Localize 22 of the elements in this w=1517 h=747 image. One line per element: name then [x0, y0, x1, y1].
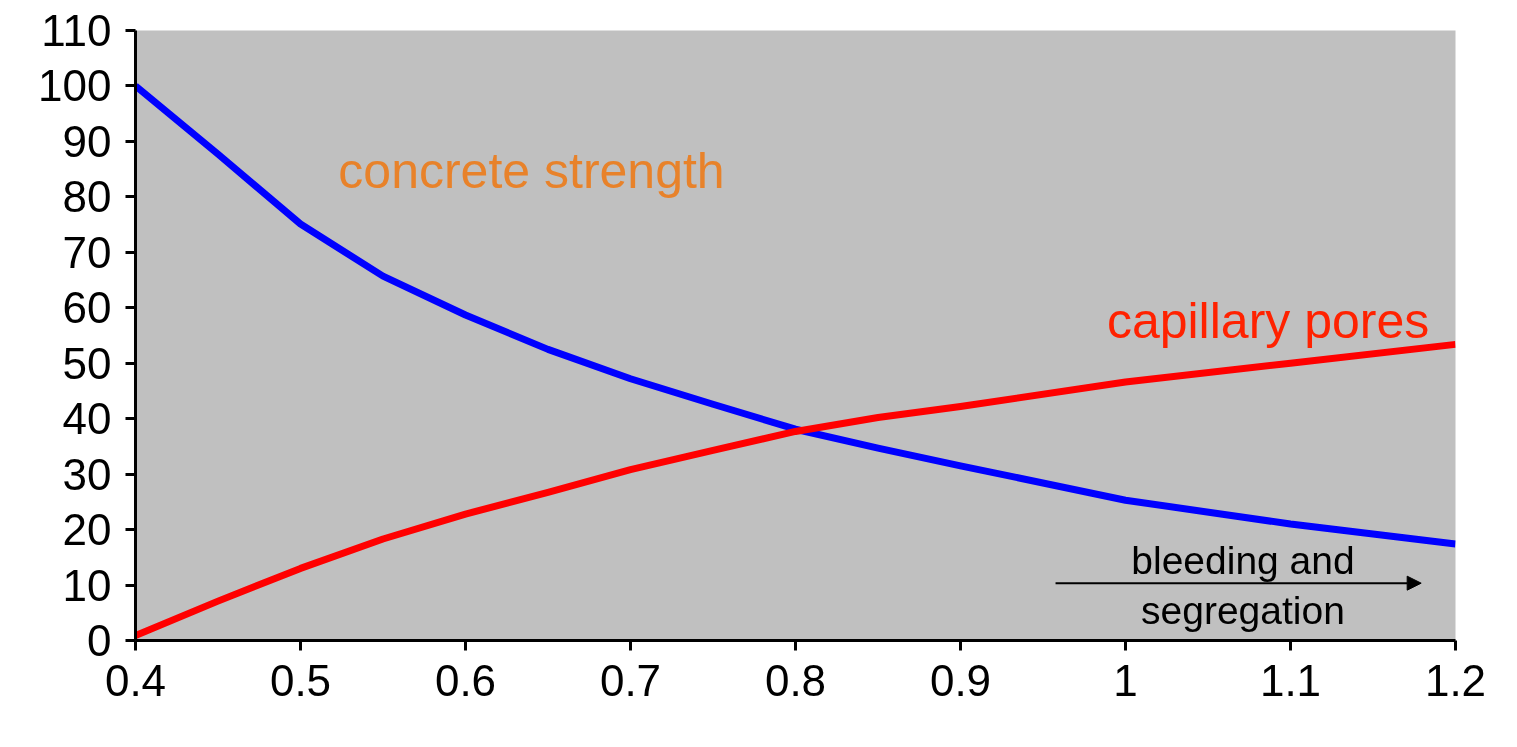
- x-tick-label: 0.8: [764, 655, 827, 705]
- x-tick-label: 1.2: [1424, 655, 1487, 705]
- y-tick-label: 100: [38, 61, 112, 111]
- x-tick-label: 1.1: [1259, 655, 1322, 705]
- y-tick-label: 80: [62, 172, 112, 222]
- x-tick-label: 0.6: [434, 655, 497, 705]
- y-tick-label: 40: [62, 394, 112, 444]
- y-tick-label: 20: [62, 505, 112, 555]
- x-tick-label: 0.7: [599, 655, 662, 705]
- y-tick-label: 10: [62, 560, 112, 610]
- annotation: concrete strength: [338, 142, 725, 199]
- annotation: capillary pores: [1106, 293, 1430, 350]
- y-tick-label: 90: [62, 116, 112, 166]
- y-tick-label: 60: [62, 283, 112, 333]
- x-tick-label: 0.9: [929, 655, 992, 705]
- y-tick-label: 50: [62, 338, 112, 388]
- x-tick-label: 0.5: [269, 655, 332, 705]
- y-tick-label: 70: [62, 227, 112, 277]
- annotation: bleeding and segregation: [1131, 539, 1355, 632]
- y-tick-label: 110: [41, 6, 112, 55]
- y-tick-label: 30: [62, 449, 112, 499]
- x-tick-label: 1: [1113, 655, 1138, 705]
